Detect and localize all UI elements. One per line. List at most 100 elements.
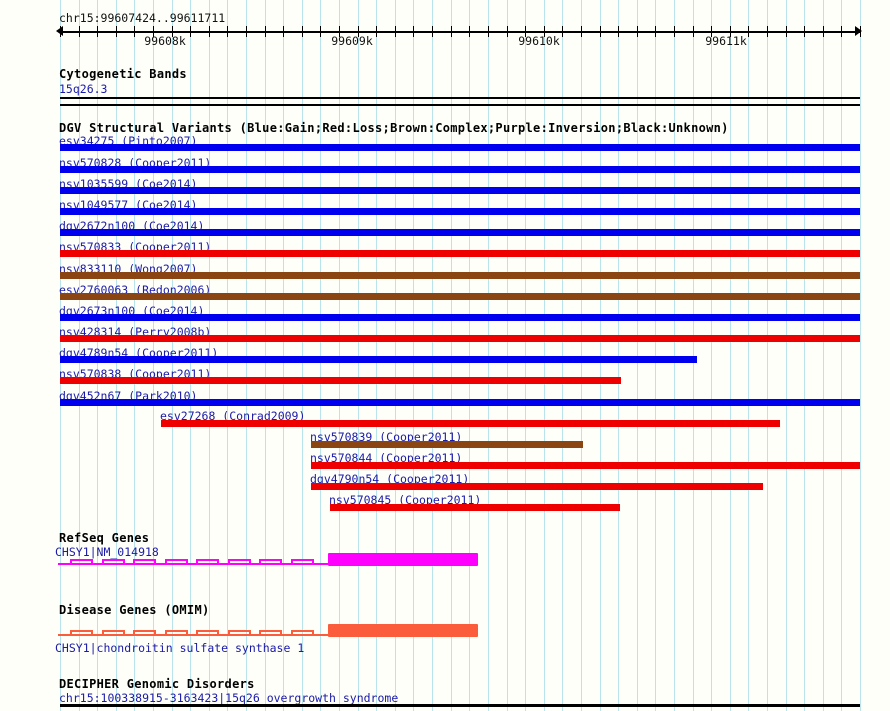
- gene-strand-riser: [217, 559, 219, 564]
- ruler-tick: [451, 26, 453, 37]
- dgv-variant-bar[interactable]: [60, 314, 860, 321]
- ruler-tick: [190, 26, 192, 37]
- ruler-tick: [227, 26, 229, 37]
- dgv-variant-bar[interactable]: [60, 356, 697, 363]
- ruler-tick: [786, 26, 788, 37]
- dgv-variant-bar[interactable]: [311, 462, 860, 469]
- ruler-tick: [693, 26, 695, 37]
- gene-intron-line: [58, 634, 328, 636]
- dgv-variant-bar[interactable]: [161, 420, 780, 427]
- omim-gene-label: CHSY1|chondroitin sulfate synthase 1: [55, 641, 305, 655]
- gene-strand-chevron-icon: [70, 559, 92, 561]
- gene-strand-riser: [102, 630, 104, 635]
- decipher-region-bar[interactable]: [60, 704, 860, 707]
- dgv-variant-bar[interactable]: [60, 144, 860, 151]
- ruler-tick: [413, 26, 415, 37]
- gene-strand-riser: [228, 559, 230, 564]
- ruler-tick: [841, 26, 843, 37]
- section-title-dgv-structural-variants: DGV Structural Variants (Blue:Gain;Red:L…: [59, 121, 729, 135]
- ruler-tick: [469, 26, 471, 37]
- ruler-tick: [637, 26, 639, 37]
- coordinate-ruler[interactable]: chr15:99607424..99611711 99608k 99609k 996…: [0, 0, 890, 56]
- ruler-tick: [544, 26, 546, 37]
- gene-exon-block[interactable]: [328, 624, 478, 637]
- gene-intron-line: [58, 563, 328, 565]
- gene-strand-riser: [217, 630, 219, 635]
- cytoband-bar[interactable]: [60, 97, 860, 99]
- dgv-variant-bar[interactable]: [60, 293, 860, 300]
- dgv-variant-bar[interactable]: [330, 504, 620, 511]
- gene-strand-riser: [186, 559, 188, 564]
- ruler-tick: [562, 26, 564, 37]
- ruler-tick: [823, 26, 825, 37]
- gene-strand-riser: [291, 559, 293, 564]
- gene-strand-chevron-icon: [228, 559, 250, 561]
- ruler-tick: [209, 26, 211, 37]
- gene-strand-chevron-icon: [102, 559, 124, 561]
- gene-strand-riser: [165, 559, 167, 564]
- gene-strand-chevron-icon: [259, 559, 281, 561]
- gene-strand-chevron-icon: [259, 630, 281, 632]
- gene-strand-riser: [91, 559, 93, 564]
- dgv-variant-bar[interactable]: [60, 377, 621, 384]
- gridline: [841, 0, 842, 711]
- ruler-tick: [358, 26, 360, 37]
- gene-strand-riser: [312, 559, 314, 564]
- ruler-tick: [674, 26, 676, 37]
- gridline: [823, 0, 824, 711]
- gene-strand-riser: [91, 630, 93, 635]
- gridline: [786, 0, 787, 711]
- dgv-variant-bar[interactable]: [60, 399, 860, 406]
- gene-strand-riser: [249, 559, 251, 564]
- ruler-arrow-left-icon: [56, 26, 63, 36]
- gene-strand-riser: [165, 630, 167, 635]
- gene-strand-riser: [133, 630, 135, 635]
- gene-strand-riser: [312, 630, 314, 635]
- ruler-tick: [507, 26, 509, 37]
- dgv-variant-label: esv27268 (Conrad2009): [160, 409, 306, 423]
- dgv-variant-bar[interactable]: [60, 187, 860, 194]
- dgv-variant-bar[interactable]: [60, 208, 860, 215]
- ruler-tick: [600, 26, 602, 37]
- ruler-tick: [525, 26, 527, 37]
- dgv-variant-bar[interactable]: [60, 272, 860, 279]
- dgv-variant-bar[interactable]: [60, 166, 860, 173]
- dgv-variant-bar[interactable]: [311, 483, 763, 490]
- ruler-tick: [860, 26, 862, 37]
- gene-strand-riser: [280, 630, 282, 635]
- ruler-tick: [153, 26, 155, 37]
- gene-strand-chevron-icon: [291, 630, 313, 632]
- ruler-tick: [265, 26, 267, 37]
- ruler-tick: [283, 26, 285, 37]
- dgv-variant-bar[interactable]: [60, 229, 860, 236]
- ruler-tick: [116, 26, 118, 37]
- gene-strand-riser: [123, 630, 125, 635]
- ruler-tick: [395, 26, 397, 37]
- gridline: [711, 0, 712, 711]
- gene-exon-block[interactable]: [328, 553, 478, 566]
- gene-strand-riser: [291, 630, 293, 635]
- gridline: [730, 0, 731, 711]
- dgv-variant-bar[interactable]: [311, 441, 583, 448]
- dgv-variant-bar[interactable]: [60, 335, 860, 342]
- gene-strand-chevron-icon: [196, 559, 218, 561]
- gridline: [748, 0, 749, 711]
- gene-strand-riser: [123, 559, 125, 564]
- gene-strand-riser: [249, 630, 251, 635]
- dgv-variant-bar[interactable]: [60, 250, 860, 257]
- ruler-axis-line: [60, 31, 860, 33]
- ruler-arrow-right-icon: [855, 26, 862, 36]
- decipher-region-label: chr15:100338915-3163423|15q26 overgrowth…: [59, 691, 399, 705]
- ruler-tick: [655, 26, 657, 37]
- gene-strand-riser: [154, 630, 156, 635]
- section-title-cytogenetic-bands: Cytogenetic Bands: [59, 67, 187, 81]
- cytoband-label: 15q26.3: [59, 82, 108, 96]
- section-title-decipher-genomic-disorders: DECIPHER Genomic Disorders: [59, 677, 255, 691]
- gene-strand-chevron-icon: [133, 630, 155, 632]
- gene-strand-riser: [70, 630, 72, 635]
- locus-coordinate-label: chr15:99607424..99611711: [59, 11, 226, 25]
- ruler-tick: [79, 26, 81, 37]
- ruler-tick: [581, 26, 583, 37]
- dgv-variant-label: nsv570839 (Cooper2011): [310, 430, 463, 444]
